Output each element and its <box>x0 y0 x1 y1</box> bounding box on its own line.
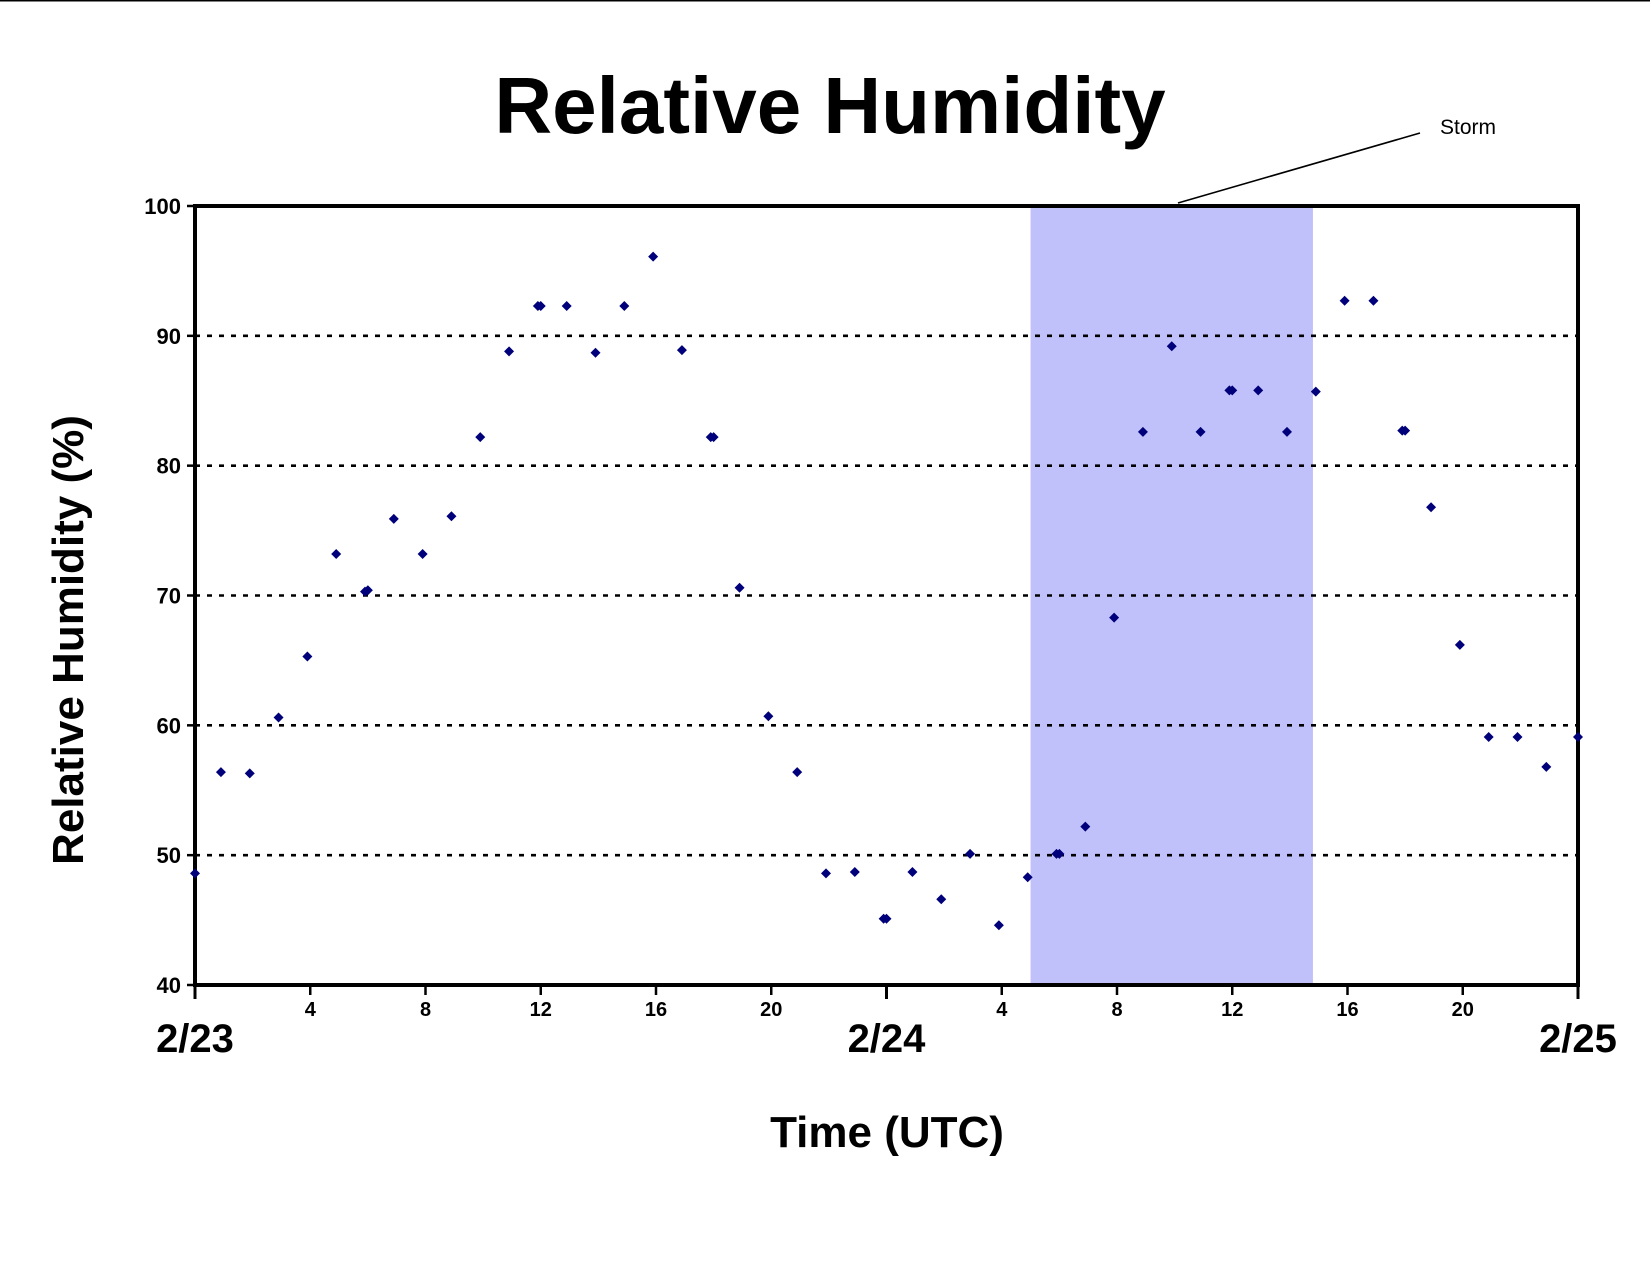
data-point <box>1281 426 1292 437</box>
grid-lines <box>195 334 1578 857</box>
data-point <box>561 300 572 311</box>
x-hour-tick-label: 12 <box>1221 999 1243 1021</box>
data-point <box>1137 426 1148 437</box>
data-point <box>215 767 226 778</box>
data-point <box>965 848 976 859</box>
data-point <box>1310 386 1321 397</box>
y-axis-ticks: 40 50 60 70 80 90 100 <box>144 194 195 998</box>
data-point <box>734 582 745 593</box>
x-hour-tick-label: 8 <box>1111 999 1122 1021</box>
data-point <box>1227 385 1238 396</box>
data-point <box>504 346 515 357</box>
y-tick-label: 50 <box>157 843 181 868</box>
data-point <box>1512 732 1523 743</box>
x-day-tick-label: 2/24 <box>848 1017 927 1061</box>
x-hour-tick-label: 16 <box>1336 999 1358 1021</box>
chart-title: Relative Humidity <box>494 61 1166 150</box>
y-tick-label: 40 <box>157 973 181 998</box>
y-tick-label: 100 <box>144 194 181 219</box>
x-hour-tick-label: 8 <box>420 999 431 1021</box>
x-axis-label: Time (UTC) <box>770 1108 1004 1157</box>
data-point <box>1454 639 1465 650</box>
x-hour-tick-label: 4 <box>305 999 317 1021</box>
data-point <box>676 345 687 356</box>
data-point <box>881 913 892 924</box>
x-day-tick-label: 2/25 <box>1539 1017 1617 1061</box>
data-point <box>590 347 601 358</box>
x-hour-tick-label: 4 <box>996 999 1008 1021</box>
data-point <box>1195 426 1206 437</box>
y-tick-label: 60 <box>157 713 181 738</box>
data-point <box>362 585 373 596</box>
data-point <box>475 432 486 443</box>
data-point <box>1253 385 1264 396</box>
x-hour-tick-label: 20 <box>1452 999 1474 1021</box>
y-axis-label: Relative Humidity (%) <box>44 415 93 865</box>
x-day-tick-label: 2/23 <box>156 1017 234 1061</box>
data-point <box>1368 295 1379 306</box>
y-tick-label: 70 <box>157 584 181 609</box>
data-point <box>708 432 719 443</box>
data-point <box>190 868 200 879</box>
data-point <box>1054 848 1065 859</box>
data-point <box>792 767 803 778</box>
data-point <box>1483 732 1494 743</box>
data-point <box>993 920 1004 931</box>
data-point <box>1080 821 1091 832</box>
storm-callout-line <box>1177 132 1421 204</box>
data-point <box>1573 732 1583 743</box>
data-point <box>1022 872 1033 883</box>
data-point <box>1426 502 1437 513</box>
data-point <box>820 868 831 879</box>
data-point <box>331 548 342 559</box>
data-point <box>849 867 860 878</box>
x-axis-ticks: 4 8 12 16 20 4 8 12 16 20 2/23 2/24 2/25 <box>156 985 1617 1061</box>
y-tick-label: 80 <box>157 454 181 479</box>
data-points <box>190 251 1583 931</box>
x-hour-tick-label: 16 <box>645 999 667 1021</box>
data-point <box>648 251 659 262</box>
data-point <box>302 651 313 662</box>
data-point <box>1541 761 1552 772</box>
data-point <box>1400 425 1411 436</box>
data-point <box>273 712 284 723</box>
data-point <box>535 300 546 311</box>
y-tick-label: 90 <box>157 324 181 349</box>
data-point <box>907 867 918 878</box>
storm-label: Storm <box>1440 116 1496 139</box>
data-point <box>1166 341 1177 352</box>
x-hour-tick-label: 12 <box>530 999 552 1021</box>
data-point <box>388 513 399 524</box>
data-point <box>936 894 947 905</box>
data-point <box>417 548 428 559</box>
data-point <box>446 511 457 522</box>
data-point <box>244 768 255 779</box>
data-point <box>619 300 630 311</box>
data-point <box>1339 295 1350 306</box>
x-hour-tick-label: 20 <box>760 999 782 1021</box>
data-point <box>1109 612 1120 623</box>
data-point <box>763 711 774 722</box>
